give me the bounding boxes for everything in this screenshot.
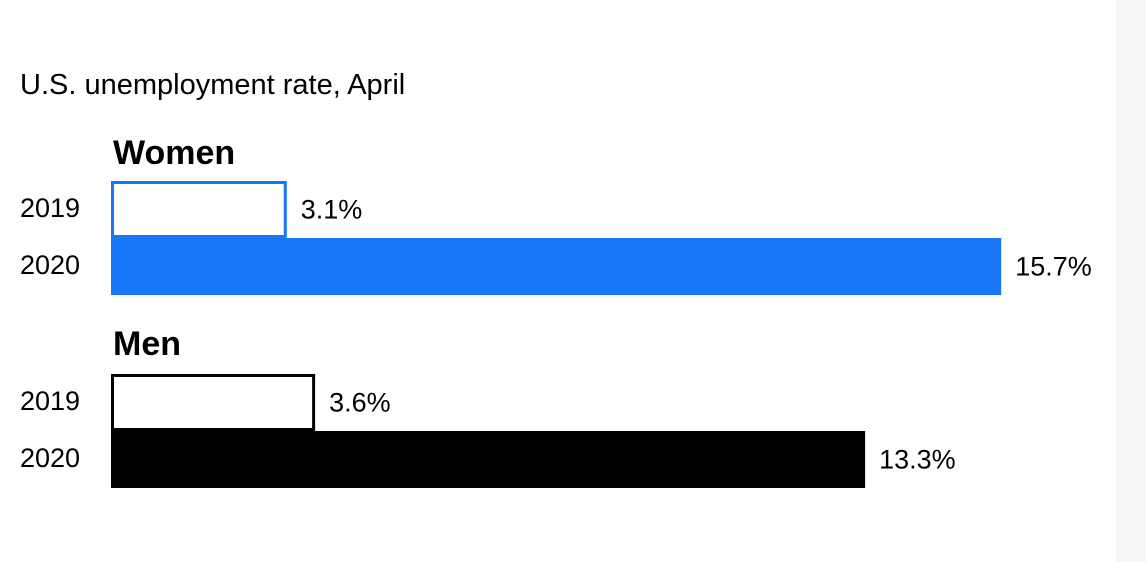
group-label-women: Women [113, 134, 235, 172]
tick-label-men-2019: 2019 [20, 386, 80, 416]
tick-label-women-2019: 2019 [20, 193, 80, 223]
right-edge-strip [1116, 0, 1146, 562]
data-label-men-2020: 13.3% [879, 445, 956, 475]
bar-men-2020 [111, 431, 866, 488]
tick-label-men-2020: 2020 [20, 443, 80, 473]
data-label-women-2019: 3.1% [301, 195, 363, 225]
tick-label-women-2020: 2020 [20, 250, 80, 280]
bar-women-2019 [111, 181, 287, 238]
data-label-men-2019: 3.6% [329, 388, 391, 418]
group-label-men: Men [113, 325, 181, 363]
bar-women-2020 [111, 238, 1002, 295]
data-label-women-2020: 15.7% [1015, 252, 1092, 282]
chart-title: U.S. unemployment rate, April [20, 69, 405, 101]
bar-men-2019 [111, 374, 316, 431]
